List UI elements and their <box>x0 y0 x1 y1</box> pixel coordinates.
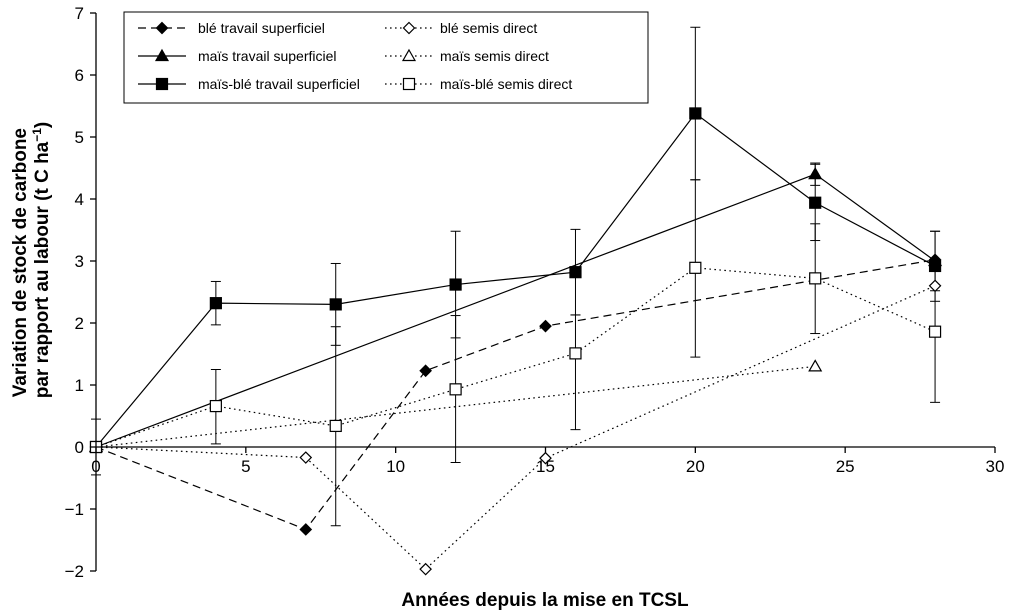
legend-marker-mais-travail-superficiel <box>154 48 170 62</box>
x-tick-label: 0 <box>91 457 100 476</box>
data-point-ble-travail-superficiel <box>299 523 313 536</box>
x-tick-labels: 0 5 10 15 20 25 30 <box>91 457 1004 476</box>
data-point-ble-semis-direct <box>419 562 432 576</box>
legend-marker-mais-semis-direct <box>401 48 417 62</box>
data-point-ble-travail-superficiel <box>419 364 432 378</box>
data-point-mais-ble-travail-superficiel <box>449 278 462 291</box>
data-point-mais-ble-travail-superficiel <box>209 297 222 310</box>
data-point-mais-ble-travail-superficiel <box>329 298 342 311</box>
data-point-mais-ble-semis-direct <box>329 419 342 433</box>
data-point-mais-ble-semis-direct <box>449 383 462 396</box>
markers-layer <box>88 107 943 576</box>
data-point-mais-semis-direct <box>808 359 823 372</box>
x-tick-label: 10 <box>386 457 405 476</box>
data-point-ble-travail-superficiel <box>539 319 552 333</box>
series-line-ble-semis-direct <box>95 285 936 570</box>
y-tick-labels: −2 −1 0 1 2 3 4 5 6 7 <box>65 4 84 581</box>
data-point-ble-semis-direct <box>299 451 313 464</box>
data-point-mais-ble-travail-superficiel <box>809 196 822 209</box>
y-tick-label: −2 <box>65 562 84 581</box>
data-point-mais-ble-semis-direct <box>809 272 822 285</box>
x-tick-label: 5 <box>241 457 250 476</box>
y-tick-label: 0 <box>75 438 84 457</box>
y-tick-label: 4 <box>75 190 84 209</box>
data-point-mais-ble-travail-superficiel <box>689 107 702 120</box>
y-axis-title-line2: par rapport au labour (t C ha <box>32 141 53 398</box>
data-point-mais-ble-semis-direct <box>689 261 702 274</box>
y-tick-label: 2 <box>75 314 84 333</box>
data-point-mais-ble-semis-direct <box>209 399 222 413</box>
y-tick-label: 5 <box>75 128 84 147</box>
data-point-mais-ble-travail-superficiel <box>928 259 942 273</box>
y-tick-label: 6 <box>75 66 84 85</box>
data-point-mais-ble-travail-superficiel <box>569 266 582 279</box>
x-tick-label: 15 <box>536 457 555 476</box>
y-tick-label: 1 <box>75 376 84 395</box>
y-axis-title: Variation de stock de carbone par rappor… <box>10 122 53 399</box>
data-point-ble-semis-direct <box>928 279 942 293</box>
y-axis-title-end: ) <box>32 122 53 128</box>
legend-marker-ble-semis-direct <box>402 21 416 35</box>
axes-layer <box>90 12 996 572</box>
data-point-ble-semis-direct <box>539 451 552 465</box>
y-axis-title-line1: Variation de stock de carbone <box>10 128 31 397</box>
y-tick-label: −1 <box>65 500 84 519</box>
legend-label-mais-semis-direct: maïs semis direct <box>440 48 549 64</box>
series-line-mais-ble-travail-superficiel <box>95 112 936 448</box>
series-line-mais-ble-semis-direct <box>95 267 936 448</box>
legend-label-ble-semis-direct: blé semis direct <box>440 20 537 36</box>
legend-frame <box>123 11 649 104</box>
x-axis-title: Années depuis la mise en TCSL <box>401 590 689 611</box>
legend-label-mais-ble-travail-superficiel: maïs-blé travail superficiel <box>198 76 360 92</box>
x-tick-label: 20 <box>686 457 705 476</box>
series-lines-layer <box>95 112 936 570</box>
data-point-mais-ble-semis-direct <box>928 325 942 338</box>
x-tick-label: 25 <box>836 457 855 476</box>
legend-label-mais-ble-semis-direct: maïs-blé semis direct <box>440 76 572 92</box>
y-axis-title-sup: −1 <box>30 128 44 142</box>
legend-marker-mais-ble-travail-superficiel <box>155 77 169 91</box>
y-tick-label: 7 <box>75 4 84 23</box>
legend: blé travail superficiel blé semis direct m… <box>123 11 649 104</box>
legend-marker-ble-travail-superficiel <box>155 21 169 35</box>
legend-marker-mais-ble-semis-direct <box>402 77 416 91</box>
legend-label-ble-travail-superficiel: blé travail superficiel <box>198 20 325 36</box>
legend-label-mais-travail-superficiel: maïs travail superficiel <box>198 48 337 64</box>
data-point-mais-ble-semis-direct <box>569 347 582 360</box>
series-line-mais-semis-direct <box>95 365 816 448</box>
x-tick-label: 30 <box>986 457 1005 476</box>
y-tick-label: 3 <box>75 252 84 271</box>
series-line-ble-travail-superficiel <box>95 259 936 531</box>
data-point-mais-travail-superficiel <box>808 166 823 180</box>
